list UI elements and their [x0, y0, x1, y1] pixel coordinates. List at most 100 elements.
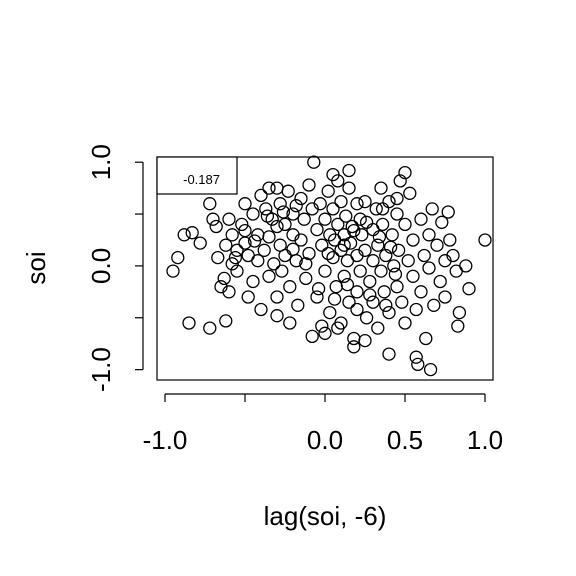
data-point	[391, 243, 406, 257]
data-point	[171, 250, 185, 265]
data-point	[337, 238, 351, 252]
data-point	[331, 174, 345, 188]
y-tick-label: -1.0	[86, 347, 116, 392]
data-point	[310, 290, 324, 304]
data-point	[283, 316, 297, 330]
data-point	[417, 248, 431, 263]
data-point	[350, 285, 364, 299]
data-point	[225, 257, 239, 271]
data-point	[281, 184, 295, 198]
plot-frame	[156, 156, 494, 381]
y-axis: -1.0 0.0 1.0	[86, 144, 144, 392]
data-point	[326, 202, 340, 216]
data-point	[353, 264, 367, 278]
data-point	[334, 194, 348, 209]
data-point	[219, 238, 233, 252]
data-point	[203, 321, 217, 335]
data-point	[206, 212, 220, 226]
data-point	[286, 242, 300, 256]
data-point	[321, 246, 335, 261]
data-point	[395, 295, 409, 309]
data-point	[238, 197, 252, 211]
data-point	[262, 181, 276, 195]
data-point	[414, 285, 428, 299]
data-point	[353, 212, 367, 226]
data-point	[270, 219, 284, 234]
data-point	[387, 259, 401, 273]
data-point	[315, 319, 329, 333]
data-point	[419, 331, 433, 346]
data-point	[305, 329, 319, 344]
data-point	[358, 243, 372, 257]
data-point	[443, 233, 457, 247]
data-point	[299, 271, 313, 286]
data-point	[358, 333, 372, 348]
data-point	[390, 191, 404, 206]
data-point	[297, 212, 311, 226]
data-point	[278, 248, 292, 263]
data-point	[366, 254, 380, 268]
data-point	[225, 228, 239, 242]
data-point	[294, 191, 308, 206]
data-point	[430, 238, 444, 252]
data-point	[398, 217, 412, 232]
data-point	[321, 184, 335, 198]
data-point	[230, 264, 244, 278]
data-point	[347, 223, 361, 238]
data-point	[289, 199, 303, 213]
data-point	[342, 163, 356, 178]
data-point	[323, 228, 337, 242]
data-point	[310, 222, 324, 237]
data-point	[318, 326, 332, 340]
data-point	[382, 305, 396, 320]
data-point	[329, 280, 343, 294]
data-point	[459, 259, 473, 273]
data-point	[247, 234, 262, 248]
data-point	[273, 197, 287, 211]
data-point	[382, 194, 396, 209]
data-point	[166, 264, 180, 278]
data-point	[375, 217, 390, 232]
data-point	[327, 292, 342, 306]
x-tick-label: 0.5	[387, 425, 423, 455]
data-point	[219, 314, 233, 328]
data-point	[254, 188, 268, 203]
data-point	[270, 309, 284, 323]
data-point	[260, 209, 275, 223]
data-point	[401, 254, 415, 268]
data-point	[331, 217, 345, 232]
data-point	[375, 202, 390, 216]
data-point	[388, 267, 403, 281]
data-point	[313, 197, 327, 211]
data-point	[235, 217, 249, 232]
data-point	[342, 181, 356, 195]
x-axis: -1.0 0.0 0.5 1.0	[143, 393, 503, 455]
data-point	[409, 350, 423, 364]
data-point	[382, 347, 396, 361]
data-point	[291, 298, 305, 312]
y-tick-label: 1.0	[86, 144, 116, 180]
data-point	[222, 212, 236, 226]
data-point	[259, 202, 273, 216]
data-point	[246, 207, 260, 221]
data-point	[359, 215, 374, 229]
data-point	[377, 285, 391, 299]
data-point	[275, 264, 289, 278]
data-point	[318, 212, 332, 226]
data-point	[425, 202, 439, 216]
data-point	[438, 290, 452, 304]
data-point	[350, 197, 364, 211]
data-point	[462, 282, 476, 296]
data-point	[228, 250, 243, 265]
data-point	[278, 217, 292, 232]
data-point	[398, 316, 412, 330]
data-point	[393, 174, 407, 188]
data-point	[422, 228, 436, 242]
data-point	[427, 298, 441, 312]
data-point	[446, 248, 460, 263]
data-point	[315, 238, 329, 252]
data-point	[342, 295, 356, 309]
data-point	[441, 205, 455, 219]
data-point	[318, 264, 332, 278]
